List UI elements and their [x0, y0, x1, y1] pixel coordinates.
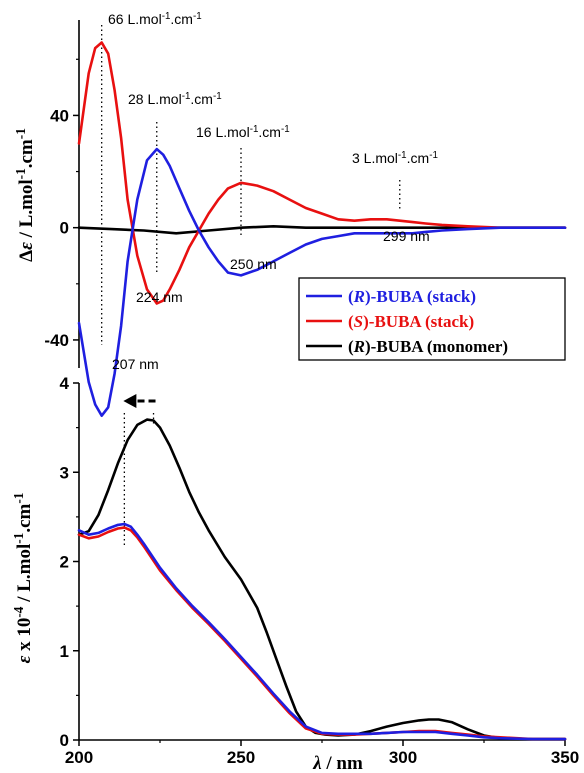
legend-entry-label: (S)-BUBA (stack)	[348, 312, 474, 331]
abs-x-tick-label: 350	[551, 748, 579, 767]
abs-x-tick-label: 250	[227, 748, 255, 767]
abs-series-line	[77, 526, 567, 741]
cd-peak-value-label: 3 L.mol-1.cm-1	[352, 150, 438, 167]
cd-y-axis-label-part: .cm	[16, 139, 37, 168]
abs-x-tick-label: 300	[389, 748, 417, 767]
cd-peak-value-label-part: -1	[193, 11, 202, 22]
cd-series-line	[77, 147, 567, 418]
legend-entry-label-part: (	[348, 337, 354, 356]
cd-y-axis-label-part: Δ	[16, 250, 37, 262]
cd-peak-value-label: 28 L.mol-1.cm-1	[128, 91, 222, 108]
legend-entry-label-part: )-BUBA (stack)	[363, 312, 474, 331]
cd-peak-value-label-part: -1	[398, 150, 407, 161]
abs-y-axis-label-part: -1	[11, 493, 26, 504]
cd-y-axis-label-part: -1	[13, 168, 28, 179]
cd-peak-value-label-part: .cm	[190, 91, 213, 107]
cd-peak-value-label-part: -1	[182, 91, 191, 102]
cd-series-line	[77, 41, 567, 305]
abs-y-axis-label-part: ε	[14, 655, 35, 663]
legend-entry-label-part: S	[354, 312, 363, 331]
cd-peak-value-label-part: -1	[213, 91, 222, 102]
legend-entry-label-part: R	[353, 337, 365, 356]
cd-y-tick-label: -40	[44, 331, 69, 350]
legend-entry-label: (R)-BUBA (stack)	[348, 287, 476, 306]
abs-y-axis-label-part: .cm	[14, 503, 35, 532]
abs-y-tick-label: 2	[60, 553, 69, 572]
cd-peak-value-label: 16 L.mol-1.cm-1	[196, 124, 290, 141]
cd-y-tick-label: 0	[60, 219, 69, 238]
legend-entry-label-part: (	[348, 287, 354, 306]
cd-peak-value-label-part: 16 L.mol	[196, 124, 250, 140]
legend-entry-label-part: R	[353, 287, 365, 306]
abs-y-axis-label-part: x 10	[14, 618, 35, 656]
legend-entry-label: (R)-BUBA (monomer)	[348, 337, 508, 356]
cd-y-axis-label-part: / L.mol	[16, 179, 37, 242]
legend-entry-label-part: )-BUBA (stack)	[365, 287, 476, 306]
cd-y-axis-label-part: -1	[13, 128, 28, 139]
cd-peak-value-label-part: .cm	[407, 150, 430, 166]
abs-x-axis-label: λ / nm	[312, 753, 363, 773]
legend-entry-label-part: (	[348, 312, 354, 331]
abs-y-tick-label: 0	[60, 731, 69, 750]
abs-y-axis-label: ε x 10-4 / L.mol-1.cm-1	[11, 493, 36, 664]
cd-peak-value-label-part: .cm	[170, 11, 193, 27]
cd-peak-value-label: 66 L.mol-1.cm-1	[108, 11, 202, 28]
legend-box	[298, 277, 566, 361]
cd-peak-value-label-part: -1	[281, 124, 290, 135]
cd-peak-value-label-part: -1	[429, 150, 438, 161]
abs-y-axis-label-part: / L.mol	[14, 544, 35, 607]
abs-y-tick-label: 4	[60, 374, 70, 393]
cd-peak-wavelength-label: 250 nm	[230, 256, 277, 272]
cd-y-axis-label-part: ε	[16, 242, 37, 250]
cd-peak-value-label-part: 3 L.mol	[352, 150, 398, 166]
abs-y-axis-label-part: -4	[11, 606, 26, 617]
cd-peak-value-label-part: .cm	[258, 124, 281, 140]
cd-peak-wavelength-label: 224 nm	[136, 289, 183, 305]
abs-series-line	[77, 418, 567, 741]
abs-x-axis-label-part: / nm	[322, 753, 363, 773]
cd-peak-value-label-part: -1	[250, 124, 259, 135]
cd-peak-value-label-part: -1	[162, 11, 171, 22]
cd-peak-value-label-part: 66 L.mol	[108, 11, 162, 27]
legend-entry-label-part: )-BUBA (monomer)	[365, 337, 508, 356]
abs-series-line	[77, 522, 567, 741]
cd-peak-value-label-part: 28 L.mol	[128, 91, 182, 107]
cd-y-tick-label: 40	[50, 106, 69, 125]
shift-arrow-head	[123, 394, 137, 408]
abs-y-tick-label: 1	[60, 642, 69, 661]
cd-peak-wavelength-label: 299 nm	[383, 228, 430, 244]
abs-x-tick-label: 200	[65, 748, 93, 767]
cd-y-axis-label: Δε / L.mol-1.cm-1	[13, 128, 38, 262]
cd-peak-wavelength-label: 207 nm	[112, 356, 159, 372]
legend: (R)-BUBA (stack)(S)-BUBA (stack)(R)-BUBA…	[298, 277, 566, 361]
abs-y-axis-label-part: -1	[11, 533, 26, 544]
abs-x-axis-label-part: λ	[312, 753, 321, 773]
abs-y-tick-label: 3	[60, 463, 69, 482]
